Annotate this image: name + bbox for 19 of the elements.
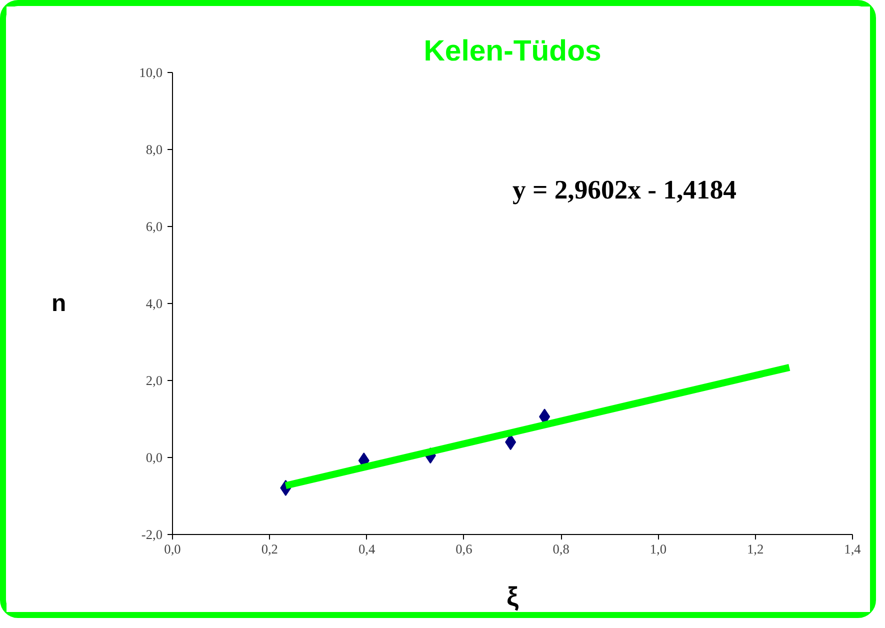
y-tick-label: 6,0 (146, 219, 163, 234)
y-axis-title: n (52, 290, 66, 317)
x-tick-label: 1,4 (844, 542, 862, 556)
x-tick-label: 0,4 (358, 542, 376, 556)
x-tick-label: 1,0 (650, 542, 667, 556)
y-tick-label: 2,0 (146, 373, 163, 388)
annotation: y = 2,9602x - 1,4184 (512, 174, 736, 204)
y-tick-label: -2,0 (141, 527, 163, 542)
x-tick-label: 0,8 (552, 542, 570, 556)
x-axis-title: ξ (506, 582, 519, 612)
x-tick-label: 0,6 (456, 542, 473, 556)
y-tick-label: 8,0 (146, 142, 163, 157)
x-tick-label: 1,2 (747, 542, 764, 556)
y-tick-label: 4,0 (146, 296, 163, 311)
y-tick-label: 10,0 (139, 65, 163, 80)
chart-title: Kelen-Tüdos (424, 34, 602, 68)
y-tick-label: 0,0 (146, 450, 163, 465)
x-tick-label: 0,0 (164, 542, 182, 556)
x-tick-label: 0,2 (261, 542, 278, 556)
